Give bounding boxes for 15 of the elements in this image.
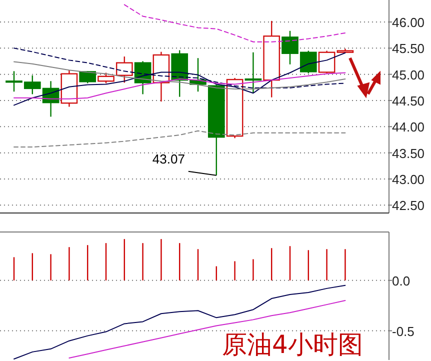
line-series [14, 130, 346, 148]
y-tick-label: -0.5 [392, 324, 414, 339]
y-tick-label: 45.00 [392, 67, 425, 82]
candlestick [263, 20, 280, 98]
y-tick-label: 43.00 [392, 172, 425, 187]
y-tick-label: 45.50 [392, 41, 425, 56]
candlestick [244, 52, 262, 94]
y-tick-label: 43.50 [392, 146, 425, 161]
y-tick-label: 42.50 [392, 198, 425, 214]
annotation: 43.07 [152, 151, 185, 166]
annotation: 原油4小时图 [222, 330, 363, 359]
y-tick-label: 46.00 [392, 14, 425, 30]
y-tick-label: 44.00 [392, 120, 425, 135]
y-tick-label: 0.0 [392, 273, 410, 288]
y-tick-label: 44.50 [392, 93, 425, 108]
